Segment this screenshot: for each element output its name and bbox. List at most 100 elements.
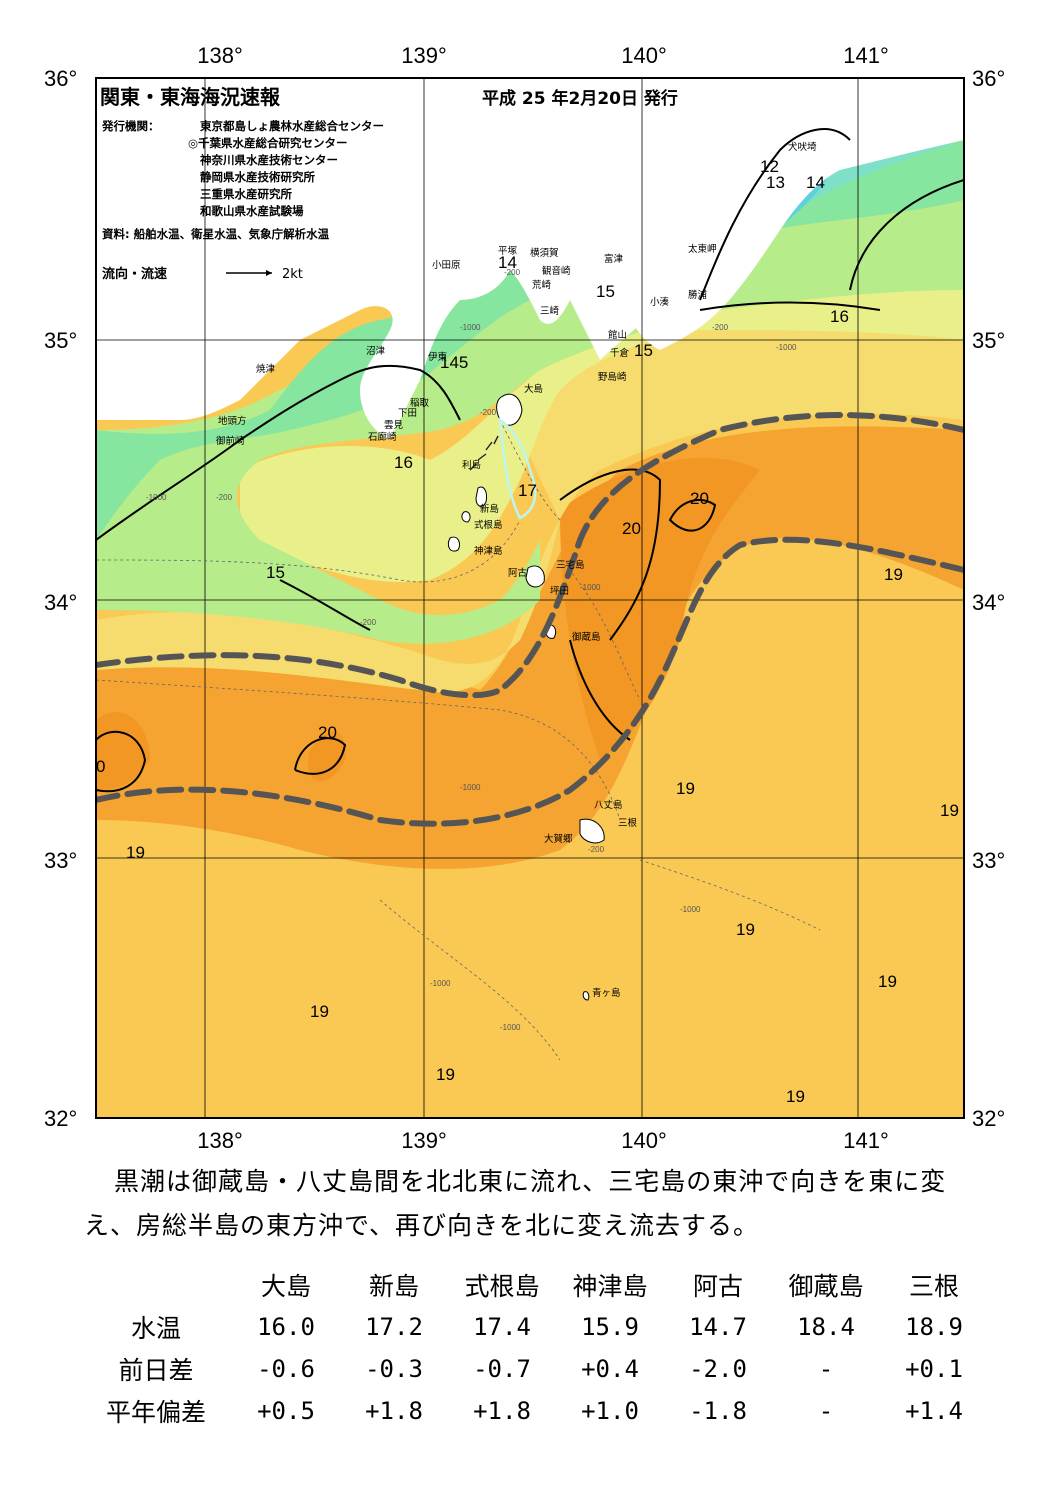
place-name: 三根 bbox=[618, 817, 638, 829]
depth-label: -1000 bbox=[460, 323, 481, 332]
depth-label: -1000 bbox=[460, 783, 481, 792]
issuer-item: 静岡県水産技術研究所 bbox=[200, 170, 315, 184]
isotherm-label: 19 bbox=[736, 920, 755, 939]
land bbox=[96, 78, 964, 1001]
data-source: 資料: 船舶水温、衛星水温、気象庁解析水温 bbox=[102, 227, 330, 241]
table-header-row: 大島 新島 式根島 神津島 阿古 御蔵島 三根 bbox=[80, 1264, 988, 1306]
depth-label: -200 bbox=[216, 493, 233, 502]
table-cell: +0.4 bbox=[581, 1355, 639, 1383]
isotherm-label: 16 bbox=[830, 307, 849, 326]
lon-label-138-bottom: 138° bbox=[197, 1128, 243, 1153]
table-cell: -2.0 bbox=[689, 1355, 747, 1383]
place-name: 野島崎 bbox=[598, 371, 627, 383]
place-name: 石廊崎 bbox=[368, 431, 397, 443]
place-name: 館山 bbox=[608, 329, 627, 341]
isotherm-label: 17 bbox=[518, 481, 537, 500]
issuer-item: 東京都島しょ農林水産総合センター bbox=[200, 119, 384, 133]
lon-label-140-bottom: 140° bbox=[621, 1128, 667, 1153]
place-name: 伊東 bbox=[428, 351, 448, 363]
latitude-labels-right: 36° 35° 34° 33° 32° bbox=[972, 66, 1005, 1131]
depth-labels: -200 -1000 -200 -1000 -200 -1000 -200 -1… bbox=[146, 268, 797, 1032]
temperature-zone bbox=[96, 320, 964, 693]
place-name: 太東岬 bbox=[688, 243, 717, 255]
depth-label: -200 bbox=[588, 845, 605, 854]
isotherm-label: 19 bbox=[878, 972, 897, 991]
land-kozu bbox=[447, 536, 461, 552]
lon-label-139-top: 139° bbox=[401, 43, 447, 68]
isotherm-label: 19 bbox=[940, 801, 959, 820]
place-name: 地頭方 bbox=[218, 415, 247, 427]
flow-legend-value: 2kt bbox=[282, 267, 303, 282]
table-cell: +1.8 bbox=[473, 1397, 531, 1425]
depth-label: -200 bbox=[504, 268, 521, 277]
place-name: 大島 bbox=[524, 383, 543, 395]
place-name: 荒崎 bbox=[532, 279, 552, 291]
table-cell: +0.5 bbox=[257, 1397, 315, 1425]
place-name: 御蔵島 bbox=[572, 631, 601, 643]
place-name: 三宅島 bbox=[556, 559, 585, 571]
depth-label: -1000 bbox=[580, 583, 601, 592]
table-cell: +1.0 bbox=[581, 1397, 639, 1425]
current-summary-text: 黒潮は御蔵島・八丈島間を北北東に流れ、三宅島の東沖で向きを東に変え、房総半島の東… bbox=[84, 1167, 947, 1240]
isotherm-label: 16 bbox=[394, 453, 413, 472]
table-cell: 18.9 bbox=[905, 1313, 963, 1341]
kuroshio-path bbox=[96, 412, 964, 827]
place-name: 沼津 bbox=[366, 346, 386, 357]
place-names: 犬吠埼 太東岬 勝浦 小湊 富津 館山 千倉 野島崎 横須賀 観音崎 荒崎 三崎… bbox=[216, 141, 817, 999]
place-name: 新島 bbox=[480, 503, 499, 515]
table-cell: 15.9 bbox=[581, 1313, 639, 1341]
table-cell: +1.4 bbox=[905, 1397, 963, 1425]
issue-date: 平成 25 年2月20日 発行 bbox=[482, 88, 678, 109]
isotherm-label: 20 bbox=[690, 489, 709, 508]
lat-label-32-right: 32° bbox=[972, 1106, 1005, 1131]
row-label: 前日差 bbox=[118, 1356, 194, 1385]
isotherm-label: 14 bbox=[806, 173, 825, 192]
table-row: 前日差 -0.6 -0.3 -0.7 +0.4 -2.0 - +0.1 bbox=[80, 1348, 988, 1390]
temperature-zone bbox=[308, 731, 346, 782]
table-cell: -0.6 bbox=[257, 1355, 315, 1383]
temperature-zone bbox=[560, 457, 760, 760]
place-name: 平塚 bbox=[498, 246, 518, 257]
table-row: 水温 16.0 17.2 17.4 15.9 14.7 18.4 18.9 bbox=[80, 1306, 988, 1348]
depth-label: -200 bbox=[712, 323, 729, 332]
isotherm-label: 15 bbox=[596, 282, 615, 301]
isotherm-label: 20 bbox=[622, 519, 641, 538]
kuroshio-axis-line bbox=[96, 412, 964, 699]
isotherm-label: 12 bbox=[760, 157, 779, 176]
map-title: 関東・東海海況速報 bbox=[100, 85, 281, 109]
depth-label: -200 bbox=[480, 408, 497, 417]
depth-label: -1000 bbox=[146, 493, 167, 502]
lat-label-34-right: 34° bbox=[972, 590, 1005, 615]
isotherm-label: 19 bbox=[310, 1002, 329, 1021]
isotherm-label: 15 bbox=[266, 563, 285, 582]
table-row: 平年偏差 +0.5 +1.8 +1.8 +1.0 -1.8 - +1.4 bbox=[80, 1390, 988, 1432]
lat-label-35-left: 35° bbox=[44, 328, 77, 353]
table-cell: -0.7 bbox=[473, 1355, 531, 1383]
land-boso bbox=[620, 78, 964, 350]
place-name: 坪田 bbox=[550, 585, 569, 597]
lat-label-34-left: 34° bbox=[44, 590, 77, 615]
table-cell: 18.4 bbox=[797, 1313, 855, 1341]
place-name: 富津 bbox=[604, 253, 624, 265]
map-header: 関東・東海海況速報 平成 25 年2月20日 発行 発行機関： 東京都島しょ農林… bbox=[100, 85, 678, 282]
place-name: 八丈島 bbox=[594, 799, 623, 811]
place-name: 青ヶ島 bbox=[592, 987, 621, 999]
station-name: 新島 bbox=[368, 1272, 419, 1301]
temperature-zone bbox=[240, 290, 964, 582]
current-summary: 黒潮は御蔵島・八丈島間を北北東に流れ、三宅島の東沖で向きを東に変え、房総半島の東… bbox=[84, 1160, 984, 1248]
lon-label-138-top: 138° bbox=[197, 43, 243, 68]
map-frame bbox=[95, 77, 965, 1119]
place-name: 雲見 bbox=[384, 420, 404, 431]
isotherm-lines bbox=[96, 128, 964, 793]
place-name: 利島 bbox=[462, 459, 481, 471]
lon-label-141-top: 141° bbox=[843, 43, 889, 68]
station-name: 式根島 bbox=[464, 1272, 540, 1301]
isotherm-label: 19 bbox=[786, 1087, 805, 1106]
land-oshima bbox=[496, 393, 523, 426]
land-shikine bbox=[461, 511, 471, 523]
issuer-item: 三重県水産研究所 bbox=[200, 187, 292, 201]
place-name: 阿古 bbox=[508, 567, 528, 579]
flow-arrows bbox=[469, 435, 499, 471]
depth-label: -1000 bbox=[500, 1023, 521, 1032]
longitude-labels-bottom: 138° 139° 140° 141° bbox=[197, 1128, 889, 1153]
